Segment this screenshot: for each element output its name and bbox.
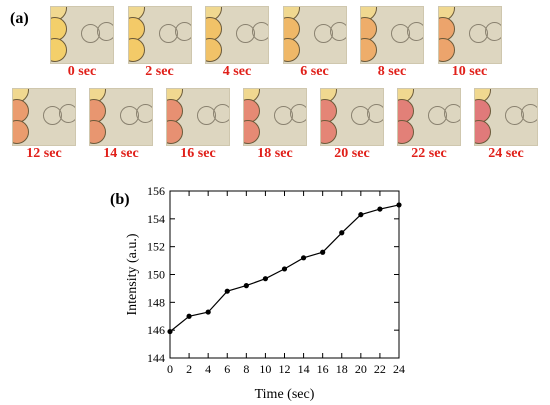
frame-caption: 24 sec bbox=[488, 146, 524, 161]
x-axis-label: Time (sec) bbox=[255, 387, 315, 402]
data-point bbox=[339, 230, 345, 236]
frame-caption: 18 sec bbox=[257, 146, 293, 161]
frame-10 bbox=[320, 88, 384, 146]
data-point bbox=[358, 212, 364, 218]
y-tick-label: 144 bbox=[147, 351, 165, 365]
droplet bbox=[59, 104, 75, 123]
x-tick-label: 16 bbox=[317, 362, 329, 376]
droplet bbox=[97, 22, 113, 41]
frame-3 bbox=[282, 6, 347, 64]
frame-caption: 12 sec bbox=[26, 146, 62, 161]
x-tick-label: 24 bbox=[393, 362, 405, 376]
droplet bbox=[174, 22, 191, 41]
frame-5 bbox=[437, 6, 502, 64]
panel-a-label: (a) bbox=[10, 10, 29, 27]
droplet bbox=[521, 104, 537, 123]
x-tick-label: 0 bbox=[167, 362, 173, 376]
y-tick-label: 148 bbox=[147, 295, 165, 309]
frame-caption: 16 sec bbox=[180, 146, 216, 161]
x-tick-label: 2 bbox=[186, 362, 192, 376]
frame-caption: 10 sec bbox=[451, 64, 488, 79]
data-point bbox=[243, 283, 249, 289]
y-tick-label: 156 bbox=[147, 184, 165, 198]
data-point bbox=[224, 288, 230, 294]
x-tick-label: 20 bbox=[355, 362, 367, 376]
y-tick-label: 146 bbox=[147, 323, 165, 337]
frame-caption: 20 sec bbox=[334, 146, 370, 161]
droplet bbox=[407, 22, 423, 41]
data-point bbox=[262, 276, 269, 282]
frame-caption: 8 sec bbox=[377, 64, 407, 79]
x-tick-label: 14 bbox=[298, 362, 310, 376]
frame-8 bbox=[166, 88, 230, 146]
x-tick-label: 18 bbox=[336, 362, 348, 376]
y-axis-label: Intensity (a.u.) bbox=[125, 233, 140, 315]
y-tick-label: 152 bbox=[147, 240, 165, 254]
data-point bbox=[377, 206, 383, 212]
droplet bbox=[444, 104, 460, 123]
frame-9 bbox=[243, 88, 307, 146]
x-tick-label: 12 bbox=[279, 362, 291, 376]
frame-1 bbox=[127, 6, 192, 64]
data-point bbox=[396, 202, 402, 208]
droplet bbox=[329, 22, 346, 41]
x-tick-label: 8 bbox=[243, 362, 249, 376]
x-tick-label: 22 bbox=[374, 362, 386, 376]
x-tick-label: 6 bbox=[224, 362, 230, 376]
data-point bbox=[186, 313, 192, 319]
frame-12 bbox=[474, 88, 538, 146]
x-tick-label: 4 bbox=[205, 362, 211, 376]
frame-caption: 14 sec bbox=[103, 146, 139, 161]
droplet bbox=[136, 104, 152, 123]
droplet bbox=[252, 22, 268, 41]
y-tick-label: 154 bbox=[147, 212, 165, 226]
frame-2 bbox=[205, 6, 269, 64]
droplet bbox=[484, 22, 501, 41]
frame-6 bbox=[12, 88, 76, 146]
frame-11 bbox=[397, 88, 461, 146]
droplet bbox=[213, 104, 229, 123]
frame-caption: 22 sec bbox=[411, 146, 447, 161]
x-tick-label: 10 bbox=[259, 362, 271, 376]
data-point bbox=[320, 249, 326, 255]
frame-caption: 0 sec bbox=[67, 64, 97, 79]
data-point bbox=[167, 328, 173, 335]
frame-caption: 6 sec bbox=[300, 64, 329, 79]
droplet bbox=[367, 104, 383, 123]
data-point bbox=[281, 266, 288, 272]
data-point bbox=[300, 255, 307, 261]
frame-0 bbox=[50, 6, 114, 64]
frame-7 bbox=[89, 88, 153, 146]
droplet bbox=[290, 104, 306, 123]
y-tick-label: 150 bbox=[147, 268, 165, 282]
data-point bbox=[205, 309, 211, 315]
frame-4 bbox=[360, 6, 424, 64]
plot-frame bbox=[169, 190, 400, 359]
frame-caption: 4 sec bbox=[222, 64, 252, 79]
frame-caption: 2 sec bbox=[145, 64, 174, 79]
panel-b-label: (b) bbox=[110, 191, 130, 208]
